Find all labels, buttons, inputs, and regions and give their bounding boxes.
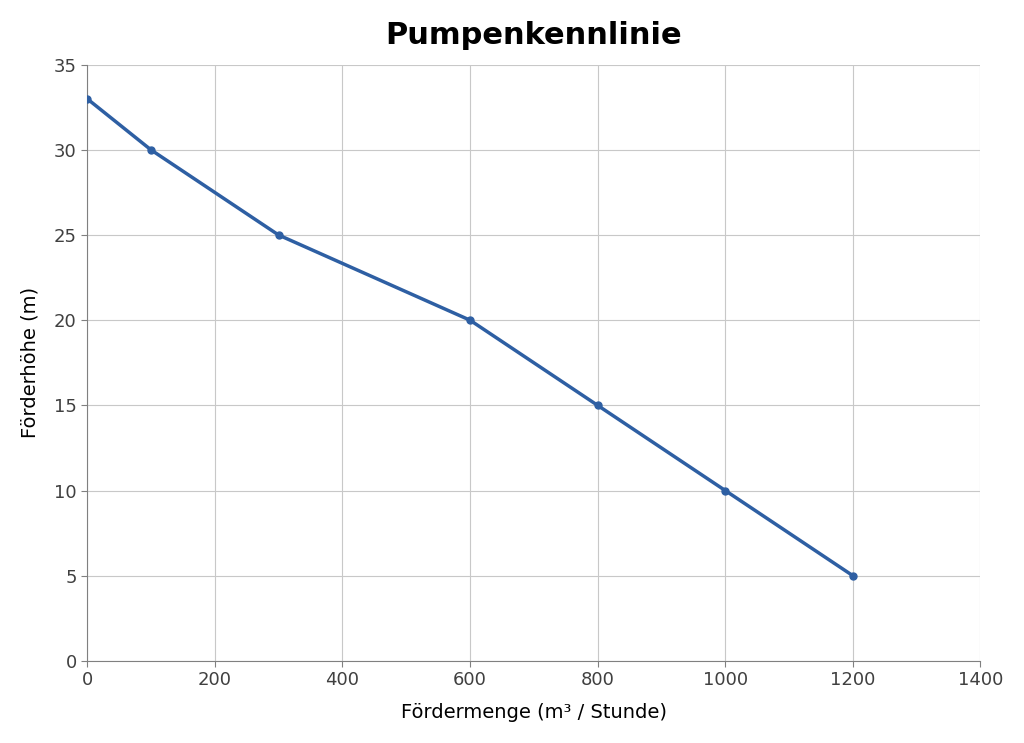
- X-axis label: Fördermenge (m³ / Stunde): Fördermenge (m³ / Stunde): [400, 703, 667, 722]
- Y-axis label: Förderhöhe (m): Förderhöhe (m): [20, 288, 40, 438]
- Title: Pumpenkennlinie: Pumpenkennlinie: [385, 21, 682, 50]
